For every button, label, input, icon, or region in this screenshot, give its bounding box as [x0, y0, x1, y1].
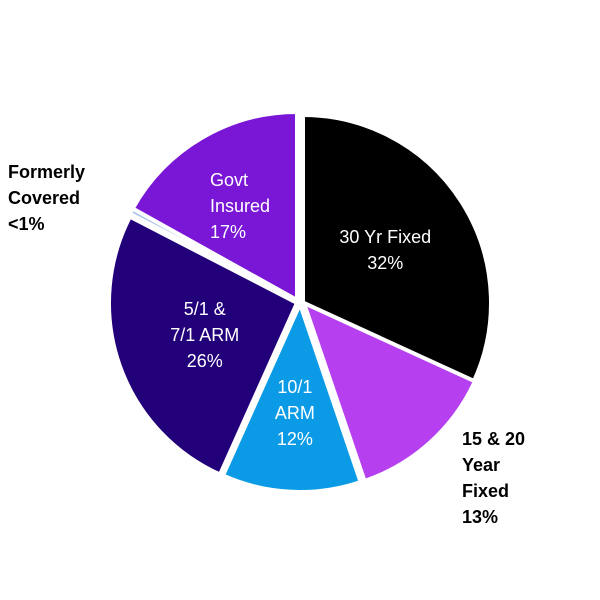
slice-label-line: Covered	[8, 188, 80, 208]
slice-label-line: 17%	[210, 222, 246, 242]
slice-label-line: 12%	[277, 429, 313, 449]
slice-label-line: Insured	[210, 196, 270, 216]
slice-label-line: 13%	[462, 507, 498, 527]
slice-label-line: 10/1	[277, 377, 312, 397]
slice-label-line: Govt	[210, 170, 248, 190]
pie-labels: 30 Yr Fixed 32% 15 & 20 Year Fixed 13% 10/1 ARM…	[8, 162, 525, 527]
slice-label-line: Formerly	[8, 162, 85, 182]
slice-label-3: 5/1 & 7/1 ARM 26%	[170, 299, 239, 371]
slice-label-line: 30 Yr Fixed	[339, 227, 431, 247]
slice-label-line: 15 & 20	[462, 429, 525, 449]
slice-label-4: Formerly Covered <1%	[8, 162, 85, 234]
slice-label-5: Govt Insured 17%	[210, 170, 270, 242]
pie-slice-3	[107, 214, 299, 477]
slice-label-line: Fixed	[462, 481, 509, 501]
pie-slice-2	[220, 302, 363, 494]
slice-label-line: 7/1 ARM	[170, 325, 239, 345]
pie-slice-1	[302, 301, 477, 483]
slice-label-line: <1%	[8, 214, 45, 234]
slice-label-line: ARM	[275, 403, 315, 423]
slice-label-line: 26%	[187, 351, 223, 371]
pie-slice-0	[301, 113, 493, 384]
slice-label-1: 15 & 20 Year Fixed 13%	[462, 429, 525, 527]
slice-label-line: 5/1 &	[184, 299, 226, 319]
slice-label-line: Year	[462, 455, 500, 475]
pie-slice-5	[130, 110, 299, 302]
slice-label-line: 32%	[367, 253, 403, 273]
slice-label-0: 30 Yr Fixed 32%	[339, 227, 431, 273]
slice-label-2: 10/1 ARM 12%	[275, 377, 315, 449]
pie-slices	[107, 110, 493, 494]
